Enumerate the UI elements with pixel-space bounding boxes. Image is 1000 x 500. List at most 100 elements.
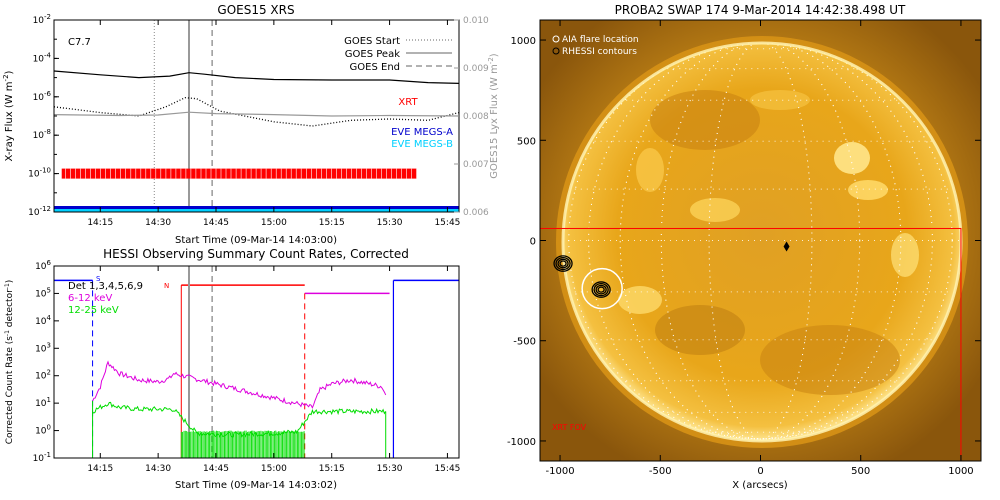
aia-legend-label: AIA flare location <box>562 35 639 45</box>
goes-plot-area <box>53 20 460 212</box>
swap-panel: PROBA2 SWAP 174 9-Mar-2014 14:42:38.498 … <box>507 3 982 491</box>
hessi-xlabel: Start Time (09-Mar-14 14:03:02) <box>175 480 337 491</box>
swap-y-tick-label: -500 <box>513 337 536 348</box>
swap-x-tick-label: -500 <box>649 466 672 477</box>
goes-right-tick-label: 0.007 <box>463 160 489 170</box>
goes-right-axis: 0.010 0.009 0.008 0.007 0.006 <box>454 16 489 218</box>
goes-ylabel-right: GOES15 Lyx Flux (W m-2) <box>487 53 500 179</box>
goes-right-tick-label: 0.010 <box>463 16 489 26</box>
rhessi-contour-ring <box>557 258 569 269</box>
hessi-x-tick-label: 15:00 <box>261 464 287 474</box>
hessi-legend-label: 12-25 keV <box>68 305 119 316</box>
swap-y-tick-label: 1000 <box>511 36 536 47</box>
goes-right-tick-label: 0.009 <box>463 64 489 74</box>
goes-left-tick-label: 10-6 <box>33 90 52 103</box>
goes-x-tick-label: 15:15 <box>319 218 345 228</box>
goes-x-tick-label: 14:30 <box>145 218 171 228</box>
dark-region <box>655 305 745 355</box>
rhessi-contour-ring <box>591 281 611 298</box>
hessi-y-tick-label: 105 <box>35 286 51 299</box>
goes-series-2 <box>53 111 460 117</box>
goes-series-0 <box>53 70 460 84</box>
swap-x-tick-label: 1000 <box>948 466 973 477</box>
instrument-label-eve-megs-a: EVE MEGS-A <box>391 127 453 138</box>
active-region <box>750 90 810 110</box>
hessi-y-tick-label: 104 <box>35 314 51 327</box>
hessi-y-tick-label: 100 <box>35 424 51 437</box>
rhessi-contour-ring <box>555 256 571 271</box>
goes-x-tick-label: 15:30 <box>377 218 403 228</box>
swap-fov-label: XRT FOV <box>552 423 587 432</box>
swap-image: XRT FOV <box>540 20 981 461</box>
hessi-frame <box>53 265 460 459</box>
dark-region <box>650 90 760 150</box>
swap-y-axis: 1000 500 0 -500 -1000 <box>507 36 981 448</box>
instrument-label-xrt: XRT <box>398 97 418 108</box>
hessi-detectors-label: Det 1,3,4,5,6,9 <box>68 281 143 292</box>
goes-right-tick-label: 0.008 <box>463 112 489 122</box>
active-region <box>618 286 662 314</box>
solar-features <box>563 43 959 440</box>
swap-marks <box>540 227 962 461</box>
swap-x-axis: -1000 -500 0 500 1000 <box>546 20 974 477</box>
goes-x-tick-label: 14:45 <box>203 218 229 228</box>
dark-feature-marker <box>783 241 790 252</box>
goes-ylabel-left: X-ray Flux (W m-2) <box>2 70 15 161</box>
goes-title: GOES15 XRS <box>217 3 294 17</box>
active-region <box>690 198 740 222</box>
swap-x-tick-label: -1000 <box>546 466 575 477</box>
goes-left-tick-label: 10-10 <box>28 167 51 180</box>
rhessi-contour-ring <box>597 286 605 293</box>
swap-y-tick-label: 0 <box>530 237 536 248</box>
goes-x-tick-label: 14:15 <box>87 218 113 228</box>
hessi-y-tick-label: 103 <box>35 341 51 354</box>
hessi-flag-n: N <box>164 282 169 290</box>
rhessi-contour <box>591 281 611 298</box>
eve-megs-b-bar <box>54 209 459 212</box>
goes-x-axis: 14:15 14:30 14:45 15:00 15:15 15:30 15:45 <box>87 20 460 228</box>
hessi-y-axis: 106 105 104 103 102 101 100 10-1 <box>33 259 59 464</box>
hessi-x-tick-label: 14:45 <box>203 464 229 474</box>
goes-x-tick-label: 15:45 <box>434 218 460 228</box>
hessi-legend-label: 6-12 keV <box>68 293 112 304</box>
hessi-x-axis: 14:15 14:30 14:45 15:00 15:15 15:30 15:45 <box>87 266 460 474</box>
rhessi-contour-ring <box>559 260 567 267</box>
hessi-x-tick-label: 15:45 <box>434 464 460 474</box>
hessi-title: HESSI Observing Summary Count Rates, Cor… <box>103 247 409 261</box>
hessi-y-tick-label: 102 <box>35 369 51 382</box>
goes-x-tick-label: 15:00 <box>261 218 287 228</box>
grid-longitude <box>588 43 933 440</box>
xrt-coverage-gaps <box>65 168 417 179</box>
hessi-plot-area <box>54 266 459 458</box>
aia-legend-symbol <box>552 35 560 43</box>
xrt-coverage-bar <box>61 168 417 179</box>
heliographic-grid <box>563 43 959 440</box>
hessi-series-6-12-kev <box>92 360 387 410</box>
hessi-y-tick-label: 101 <box>35 396 51 409</box>
rhessi-contour <box>553 255 573 272</box>
goes-right-tick-label: 0.006 <box>463 208 489 218</box>
goes-left-tick-label: 10-8 <box>33 128 51 141</box>
aia-flare-circle <box>581 267 623 310</box>
rhessi-legend-label: RHESSI contours <box>562 47 637 57</box>
hessi-panel: HESSI Observing Summary Count Rates, Cor… <box>4 247 461 491</box>
active-region <box>834 142 870 174</box>
hessi-x-tick-label: 14:30 <box>145 464 171 474</box>
xrt-fov-box <box>540 227 962 461</box>
swap-x-tick-label: 0 <box>757 466 763 477</box>
goes-left-tick-label: 10-4 <box>33 51 52 64</box>
eve-megs-a-bar <box>54 206 459 209</box>
grid-longitude <box>568 43 953 440</box>
hessi-x-tick-label: 15:15 <box>319 464 345 474</box>
hessi-12-25-attenuated-band <box>180 430 305 458</box>
grid-longitude <box>708 43 813 440</box>
rhessi-legend-symbol <box>552 47 560 55</box>
rhessi-contour-ring <box>593 283 609 297</box>
goes-legend-label: GOES End <box>350 62 400 73</box>
goes-legend-label: GOES Peak <box>345 49 400 60</box>
swap-y-tick-label: 500 <box>517 136 536 147</box>
